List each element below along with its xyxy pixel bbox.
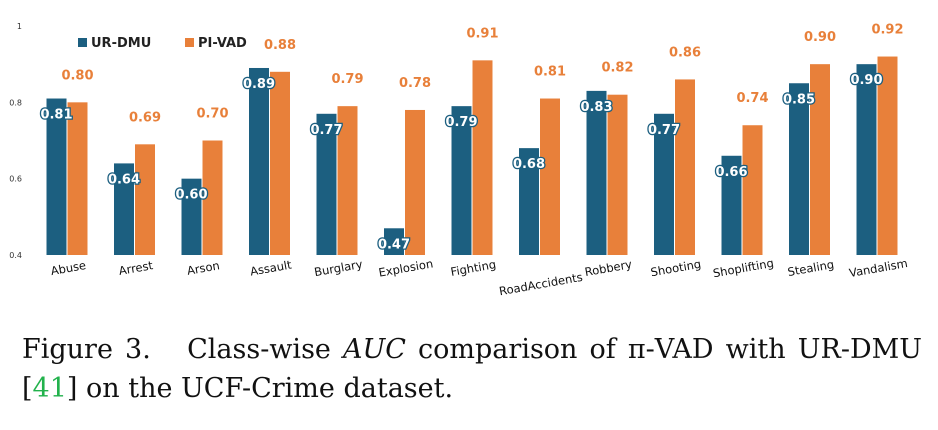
bar-pivad-roadaccidents bbox=[540, 98, 560, 256]
bar-urdmu-assault bbox=[249, 67, 269, 255]
bar-urdmu-abuse bbox=[46, 98, 67, 256]
bar-urdmu-burglary bbox=[316, 113, 337, 256]
value-label-pivad: 0.74 bbox=[736, 91, 768, 106]
x-tick-label: Shooting bbox=[650, 257, 703, 280]
legend-label: PI-VAD bbox=[198, 36, 247, 51]
value-label-urdmu: 0.77 bbox=[310, 123, 342, 138]
x-tick-label: Assault bbox=[249, 257, 293, 278]
value-label-urdmu: 0.89 bbox=[243, 77, 275, 92]
x-tick-label: Arson bbox=[186, 258, 221, 278]
value-label-pivad: 0.80 bbox=[61, 68, 93, 83]
value-label-pivad: 0.91 bbox=[466, 26, 498, 41]
caption-text-2: comparison of π-VAD with UR-DMU [ bbox=[22, 334, 923, 404]
x-tick-label: Vandalism bbox=[848, 256, 909, 280]
bar-urdmu-arrest bbox=[114, 163, 134, 255]
value-label-pivad: 0.92 bbox=[871, 23, 903, 38]
x-tick-label: Robbery bbox=[584, 257, 634, 279]
y-axis: 0.4 0.6 0.8 1 bbox=[9, 22, 22, 260]
x-tick-label: Abuse bbox=[50, 258, 87, 278]
bar-chart: 0.40.60.81 0.810.800.640.690.600.700.890… bbox=[9, 22, 909, 298]
x-tick-label: Arrest bbox=[118, 258, 155, 278]
bars bbox=[46, 56, 898, 256]
bar-pivad-arrest bbox=[135, 144, 155, 255]
bar-pivad-explosion bbox=[405, 109, 425, 255]
bar-urdmu-arson bbox=[181, 178, 202, 255]
caption-prefix: Figure 3. bbox=[22, 334, 151, 365]
value-label-urdmu: 0.66 bbox=[715, 165, 747, 180]
bar-urdmu-fighting bbox=[451, 106, 472, 256]
bar-urdmu-robbery bbox=[586, 90, 607, 255]
value-label-urdmu: 0.60 bbox=[175, 188, 207, 203]
value-label-urdmu: 0.77 bbox=[648, 123, 680, 138]
value-label-pivad: 0.86 bbox=[669, 45, 701, 60]
x-axis-labels: Abuse Arrest Arson Assault Burglary Explosion… bbox=[50, 256, 909, 298]
value-label-pivad: 0.82 bbox=[601, 61, 633, 76]
value-label-pivad: 0.70 bbox=[196, 107, 228, 122]
bar-pivad-arson bbox=[202, 140, 223, 255]
value-label-urdmu: 0.85 bbox=[783, 92, 815, 107]
bar-urdmu-shoplifting bbox=[721, 155, 742, 255]
caption-text-3: ] on the UCF-Crime dataset. bbox=[66, 373, 454, 404]
x-tick-label: RoadAccidents bbox=[498, 270, 584, 298]
value-label-urdmu: 0.81 bbox=[40, 108, 72, 123]
bar-pivad-shoplifting bbox=[742, 125, 763, 255]
value-labels: 0.81 0.80 0.64 0.69 0.60 0.70 0.89 0.88 0.77 0.79… bbox=[39, 23, 903, 254]
legend-label: UR-DMU bbox=[91, 36, 151, 51]
bar-pivad-robbery bbox=[607, 94, 628, 255]
bar-pivad-fighting bbox=[472, 60, 493, 255]
figure-caption: Figure 3. Class-wise AUC comparison of π… bbox=[22, 330, 922, 408]
legend: UR-DMU PI-VAD bbox=[78, 36, 247, 51]
citation-link[interactable]: 41 bbox=[32, 373, 67, 404]
x-tick-label: Shoplifting bbox=[712, 256, 775, 280]
value-label-pivad: 0.90 bbox=[804, 30, 836, 45]
value-label-urdmu: 0.90 bbox=[850, 73, 882, 88]
x-tick-label: Burglary bbox=[313, 257, 364, 279]
value-label-urdmu: 0.83 bbox=[580, 100, 612, 115]
bar-urdmu-vandalism bbox=[856, 64, 877, 256]
x-tick-label: Explosion bbox=[377, 256, 434, 279]
bar-pivad-shooting bbox=[675, 79, 695, 255]
value-label-urdmu: 0.47 bbox=[378, 237, 410, 252]
value-label-pivad: 0.88 bbox=[264, 38, 296, 53]
y-tick-label: 1 bbox=[17, 22, 22, 31]
y-tick-label: 0.4 bbox=[9, 251, 22, 260]
value-label-urdmu: 0.68 bbox=[513, 157, 545, 172]
value-label-pivad: 0.79 bbox=[331, 72, 363, 87]
bar-urdmu-roadaccidents bbox=[519, 148, 539, 255]
y-tick-label: 0.8 bbox=[9, 98, 22, 107]
bar-urdmu-stealing bbox=[789, 83, 809, 255]
legend-swatch bbox=[185, 38, 194, 47]
caption-math: AUC bbox=[343, 334, 406, 365]
bar-pivad-burglary bbox=[337, 106, 358, 256]
value-label-pivad: 0.78 bbox=[399, 76, 431, 91]
caption-text-1: Class-wise bbox=[187, 334, 331, 365]
bar-urdmu-explosion bbox=[384, 228, 404, 255]
y-tick-label: 0.6 bbox=[9, 175, 22, 184]
bar-pivad-stealing bbox=[810, 64, 830, 256]
value-label-pivad: 0.81 bbox=[534, 65, 566, 80]
value-label-pivad: 0.69 bbox=[129, 110, 161, 125]
legend-swatch bbox=[78, 38, 87, 47]
bar-pivad-vandalism bbox=[877, 56, 898, 256]
bar-pivad-assault bbox=[270, 71, 290, 255]
value-label-urdmu: 0.64 bbox=[108, 172, 140, 187]
bar-urdmu-shooting bbox=[654, 113, 674, 256]
x-tick-label: Fighting bbox=[450, 257, 498, 279]
value-label-urdmu: 0.79 bbox=[445, 115, 477, 130]
x-tick-label: Stealing bbox=[786, 257, 835, 279]
bar-pivad-abuse bbox=[67, 102, 88, 255]
